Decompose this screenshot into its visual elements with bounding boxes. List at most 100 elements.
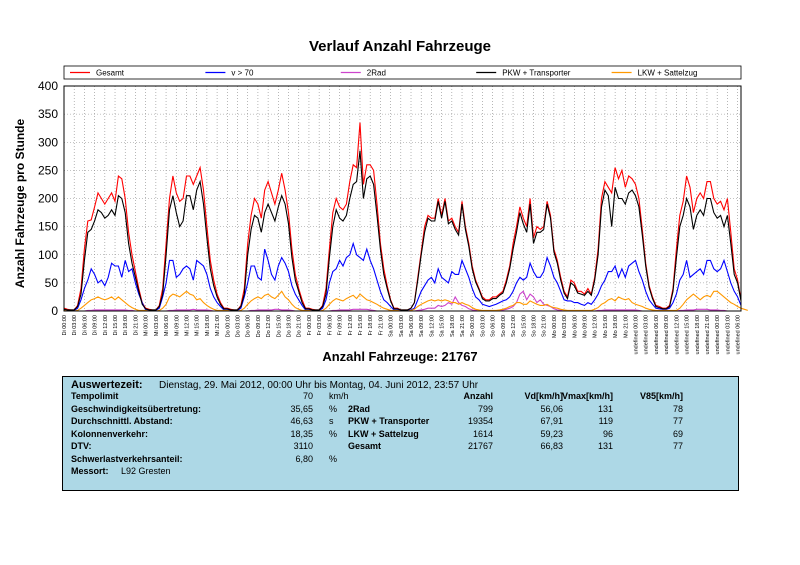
x-tick-label: Mo 15:00: [603, 315, 609, 338]
stat-unit: %: [329, 403, 338, 414]
stats-cell: 119: [598, 416, 613, 426]
stats-cell: 799: [477, 403, 493, 414]
x-tick-label: Sa 18:00: [450, 315, 456, 337]
x-tick-label: Di 21:00: [133, 315, 139, 336]
stats-cell: 77: [672, 416, 683, 426]
x-tick-label: Mo 00:00: [552, 315, 558, 338]
stat-value: 3110: [293, 441, 313, 451]
x-tick-label: So 09:00: [501, 315, 507, 337]
series-line-lkw-sattelzug: [63, 290, 748, 312]
x-tick-label: Mi 03:00: [154, 315, 160, 336]
stats-cell: 78: [672, 403, 683, 414]
stats-header: V85[km/h]: [639, 391, 683, 401]
plot-frame: [63, 85, 742, 312]
x-tick-label: Do 06:00: [246, 315, 252, 337]
series-line-2rad: [64, 290, 735, 312]
stat-label: Tempolimit: [71, 391, 119, 401]
x-tick-label: Mi 21:00: [215, 315, 221, 336]
x-tick-label: Di 15:00: [113, 315, 119, 336]
x-tick-label: Sa 00:00: [389, 315, 395, 337]
evaluation-info-panel: Auswertezeit: Dienstag, 29. Mai 2012, 00…: [62, 376, 739, 491]
stats-cell: 1614: [472, 428, 493, 439]
axes: 0 50 100 150 200 250 300 350 400 Di 00:00 Di 03:00…: [13, 79, 742, 354]
x-tick-label: Fr 09:00: [338, 315, 344, 335]
x-tick-label: Mi 15:00: [195, 315, 201, 336]
stats-cell: 56,06: [540, 403, 563, 414]
x-tick-label: Mo 21:00: [623, 315, 629, 338]
series-line-pkw-transporter: [63, 150, 742, 311]
y-tick-label: 50: [45, 276, 59, 290]
x-tick-label: Do 00:00: [225, 315, 231, 337]
stats-cell: 131: [597, 441, 613, 451]
x-tick-label: Do 18:00: [287, 315, 293, 337]
stat-label: Geschwindigkeitsübertretung:: [71, 403, 202, 414]
x-tick-label: Mi 09:00: [174, 315, 180, 336]
x-tick-label: Fr 15:00: [358, 315, 364, 335]
x-tick-label: Di 00:00: [62, 315, 68, 336]
x-tick-label: Sa 21:00: [460, 315, 466, 337]
stats-cell: 19354: [467, 416, 493, 426]
stat-value: 18,35: [290, 428, 313, 439]
x-tick-label: Mo 09:00: [583, 315, 589, 338]
x-tick-label: Mo 06:00: [572, 315, 578, 338]
x-tick-label: Mo 03:00: [562, 315, 568, 338]
stats-cell: 21767: [467, 441, 493, 451]
x-tick-label: So 06:00: [491, 315, 497, 337]
x-tick-label: So 15:00: [521, 315, 527, 337]
auswertezeit-value: Dienstag, 29. Mai 2012, 00:00 Uhr bis Mo…: [159, 380, 479, 391]
x-tick-label: Fr 00:00: [307, 315, 313, 335]
stats-row-label: Gesamt: [348, 441, 382, 451]
stat-label: Schwerlastverkehrsanteil:: [71, 453, 183, 464]
legend: Gesamt v > 70 2Rad PKW + Transporter LKW + S…: [63, 65, 742, 80]
x-tick-label: Mi 00:00: [144, 315, 150, 336]
stat-label: Durchschnittl. Abstand:: [71, 416, 173, 426]
x-tick-label: undefined 06:00: [654, 315, 660, 354]
stat-unit: %: [329, 453, 338, 464]
x-tick-label: Mi 06:00: [164, 315, 170, 336]
stats-cell: 77: [672, 441, 683, 451]
chart-title: Verlauf Anzahl Fahrzeuge: [309, 38, 491, 55]
stats-cell: 67,91: [540, 416, 563, 426]
stats-header: Anzahl: [463, 391, 493, 401]
stat-value: 6,80: [295, 453, 313, 464]
x-tick-label: Fr 21:00: [378, 315, 384, 335]
x-tick-label: Fr 12:00: [348, 315, 354, 335]
x-tick-label: Do 03:00: [236, 315, 242, 337]
stats-header: Vmax[km/h]: [561, 391, 613, 401]
stat-unit: %: [329, 428, 338, 439]
stats-header: Vd[km/h]: [524, 391, 563, 401]
x-tick-label: So 03:00: [480, 315, 486, 337]
legend-label: Gesamt: [96, 69, 125, 78]
y-axis-label: Anzahl Fahrzeuge pro Stunde: [13, 119, 27, 289]
stats-cell: 131: [597, 403, 613, 414]
x-tick-label: Mo 12:00: [593, 315, 599, 338]
legend-label: 2Rad: [367, 69, 386, 78]
y-tick-label: 200: [38, 192, 58, 206]
y-tick-label: 150: [38, 220, 58, 234]
stats-cell: 66,83: [540, 441, 563, 451]
x-tick-label: Fr 06:00: [327, 315, 333, 335]
stat-label: Kolonnenverkehr:: [71, 428, 149, 439]
y-tick-label: 100: [38, 248, 58, 262]
x-tick-label: Sa 03:00: [399, 315, 405, 337]
x-tick-label: undefined 15:00: [685, 315, 691, 354]
x-tick-label: undefined 00:00: [634, 315, 640, 354]
x-tick-label: Sa 09:00: [419, 315, 425, 337]
x-tick-label: Mi 12:00: [184, 315, 190, 336]
y-tick-label: 250: [38, 163, 58, 177]
stats-cell: 69: [672, 428, 683, 439]
y-tick-label: 400: [38, 79, 58, 93]
x-tick-label: undefined 18:00: [695, 315, 701, 354]
y-tick-label: 300: [38, 135, 58, 149]
x-tick-label: undefined 03:00: [644, 315, 650, 354]
stat-label: Messort:: [71, 466, 109, 476]
x-tick-label: undefined 09:00: [664, 315, 670, 354]
x-tick-label: Do 15:00: [276, 315, 282, 337]
x-tick-label: So 00:00: [470, 315, 476, 337]
line-chart: 0 50 100 150 200 250 300 350 400 Di 00:00 Di 03:00…: [13, 65, 748, 354]
x-tick-label: Fr 18:00: [368, 315, 374, 335]
x-tick-label: Fr 03:00: [317, 315, 323, 335]
series-line-gesamt: [63, 122, 742, 311]
x-tick-label: undefined 21:00: [705, 315, 711, 354]
series-lines: [63, 122, 748, 312]
